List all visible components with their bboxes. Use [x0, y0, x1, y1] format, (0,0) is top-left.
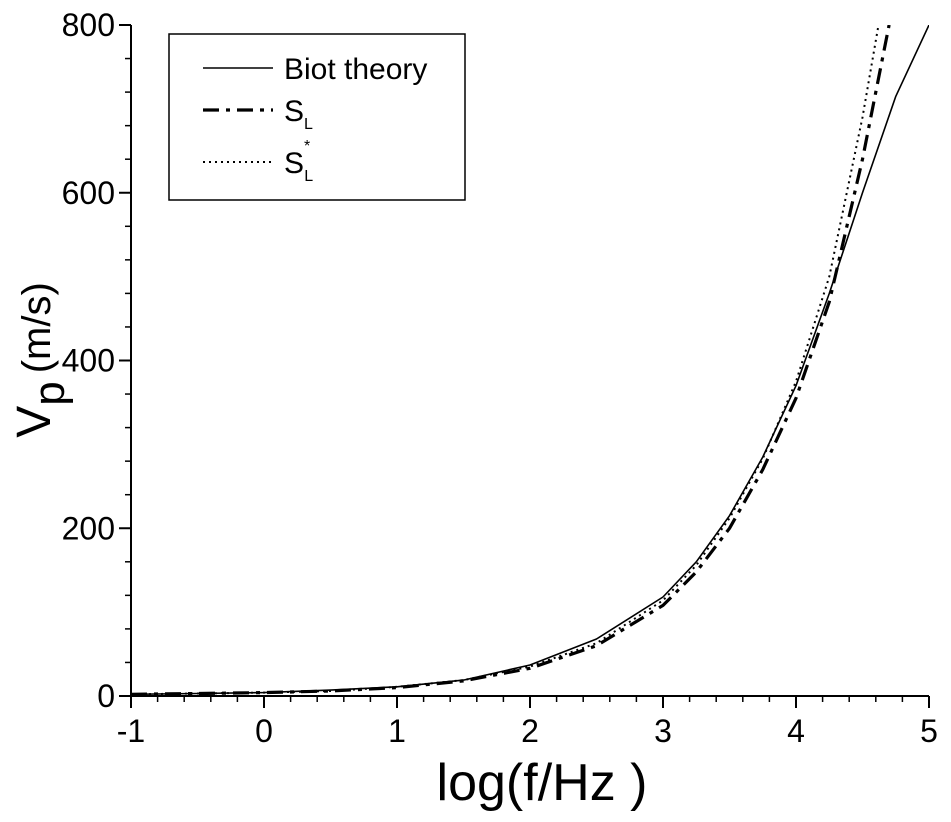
- x-tick-label: 4: [787, 713, 805, 749]
- legend: Biot theory SL S* L: [168, 33, 466, 201]
- y-tick-label: 800: [62, 7, 115, 43]
- y-axis-title-sub: p: [25, 381, 74, 405]
- y-tick-label: 600: [62, 175, 115, 211]
- y-axis-title-unit: (m/s): [15, 282, 59, 373]
- x-tick-label: 0: [255, 713, 273, 749]
- series-line-1: [131, 25, 891, 696]
- legend-box: [168, 33, 466, 201]
- x-axis-title: log(f/Hz ): [437, 754, 648, 812]
- x-tick-label: 2: [521, 713, 539, 749]
- plot-lines: [131, 25, 929, 696]
- y-tick-label: 0: [97, 678, 115, 714]
- legend-label-1: SL: [284, 95, 313, 133]
- y-tick-label: 200: [62, 510, 115, 546]
- x-tick-label: -1: [117, 713, 145, 749]
- y-axis-title: Vp (m/s): [8, 282, 74, 438]
- x-tick-label: 3: [654, 713, 672, 749]
- y-tick-label: 400: [62, 343, 115, 379]
- legend-label-2: S* L: [284, 138, 313, 185]
- legend-label-0: Biot theory: [284, 53, 427, 86]
- x-tick-label: 1: [388, 713, 406, 749]
- series-line-2: [131, 25, 880, 696]
- y-axis-title-main: V: [8, 406, 61, 438]
- x-tick-label: 5: [920, 713, 938, 749]
